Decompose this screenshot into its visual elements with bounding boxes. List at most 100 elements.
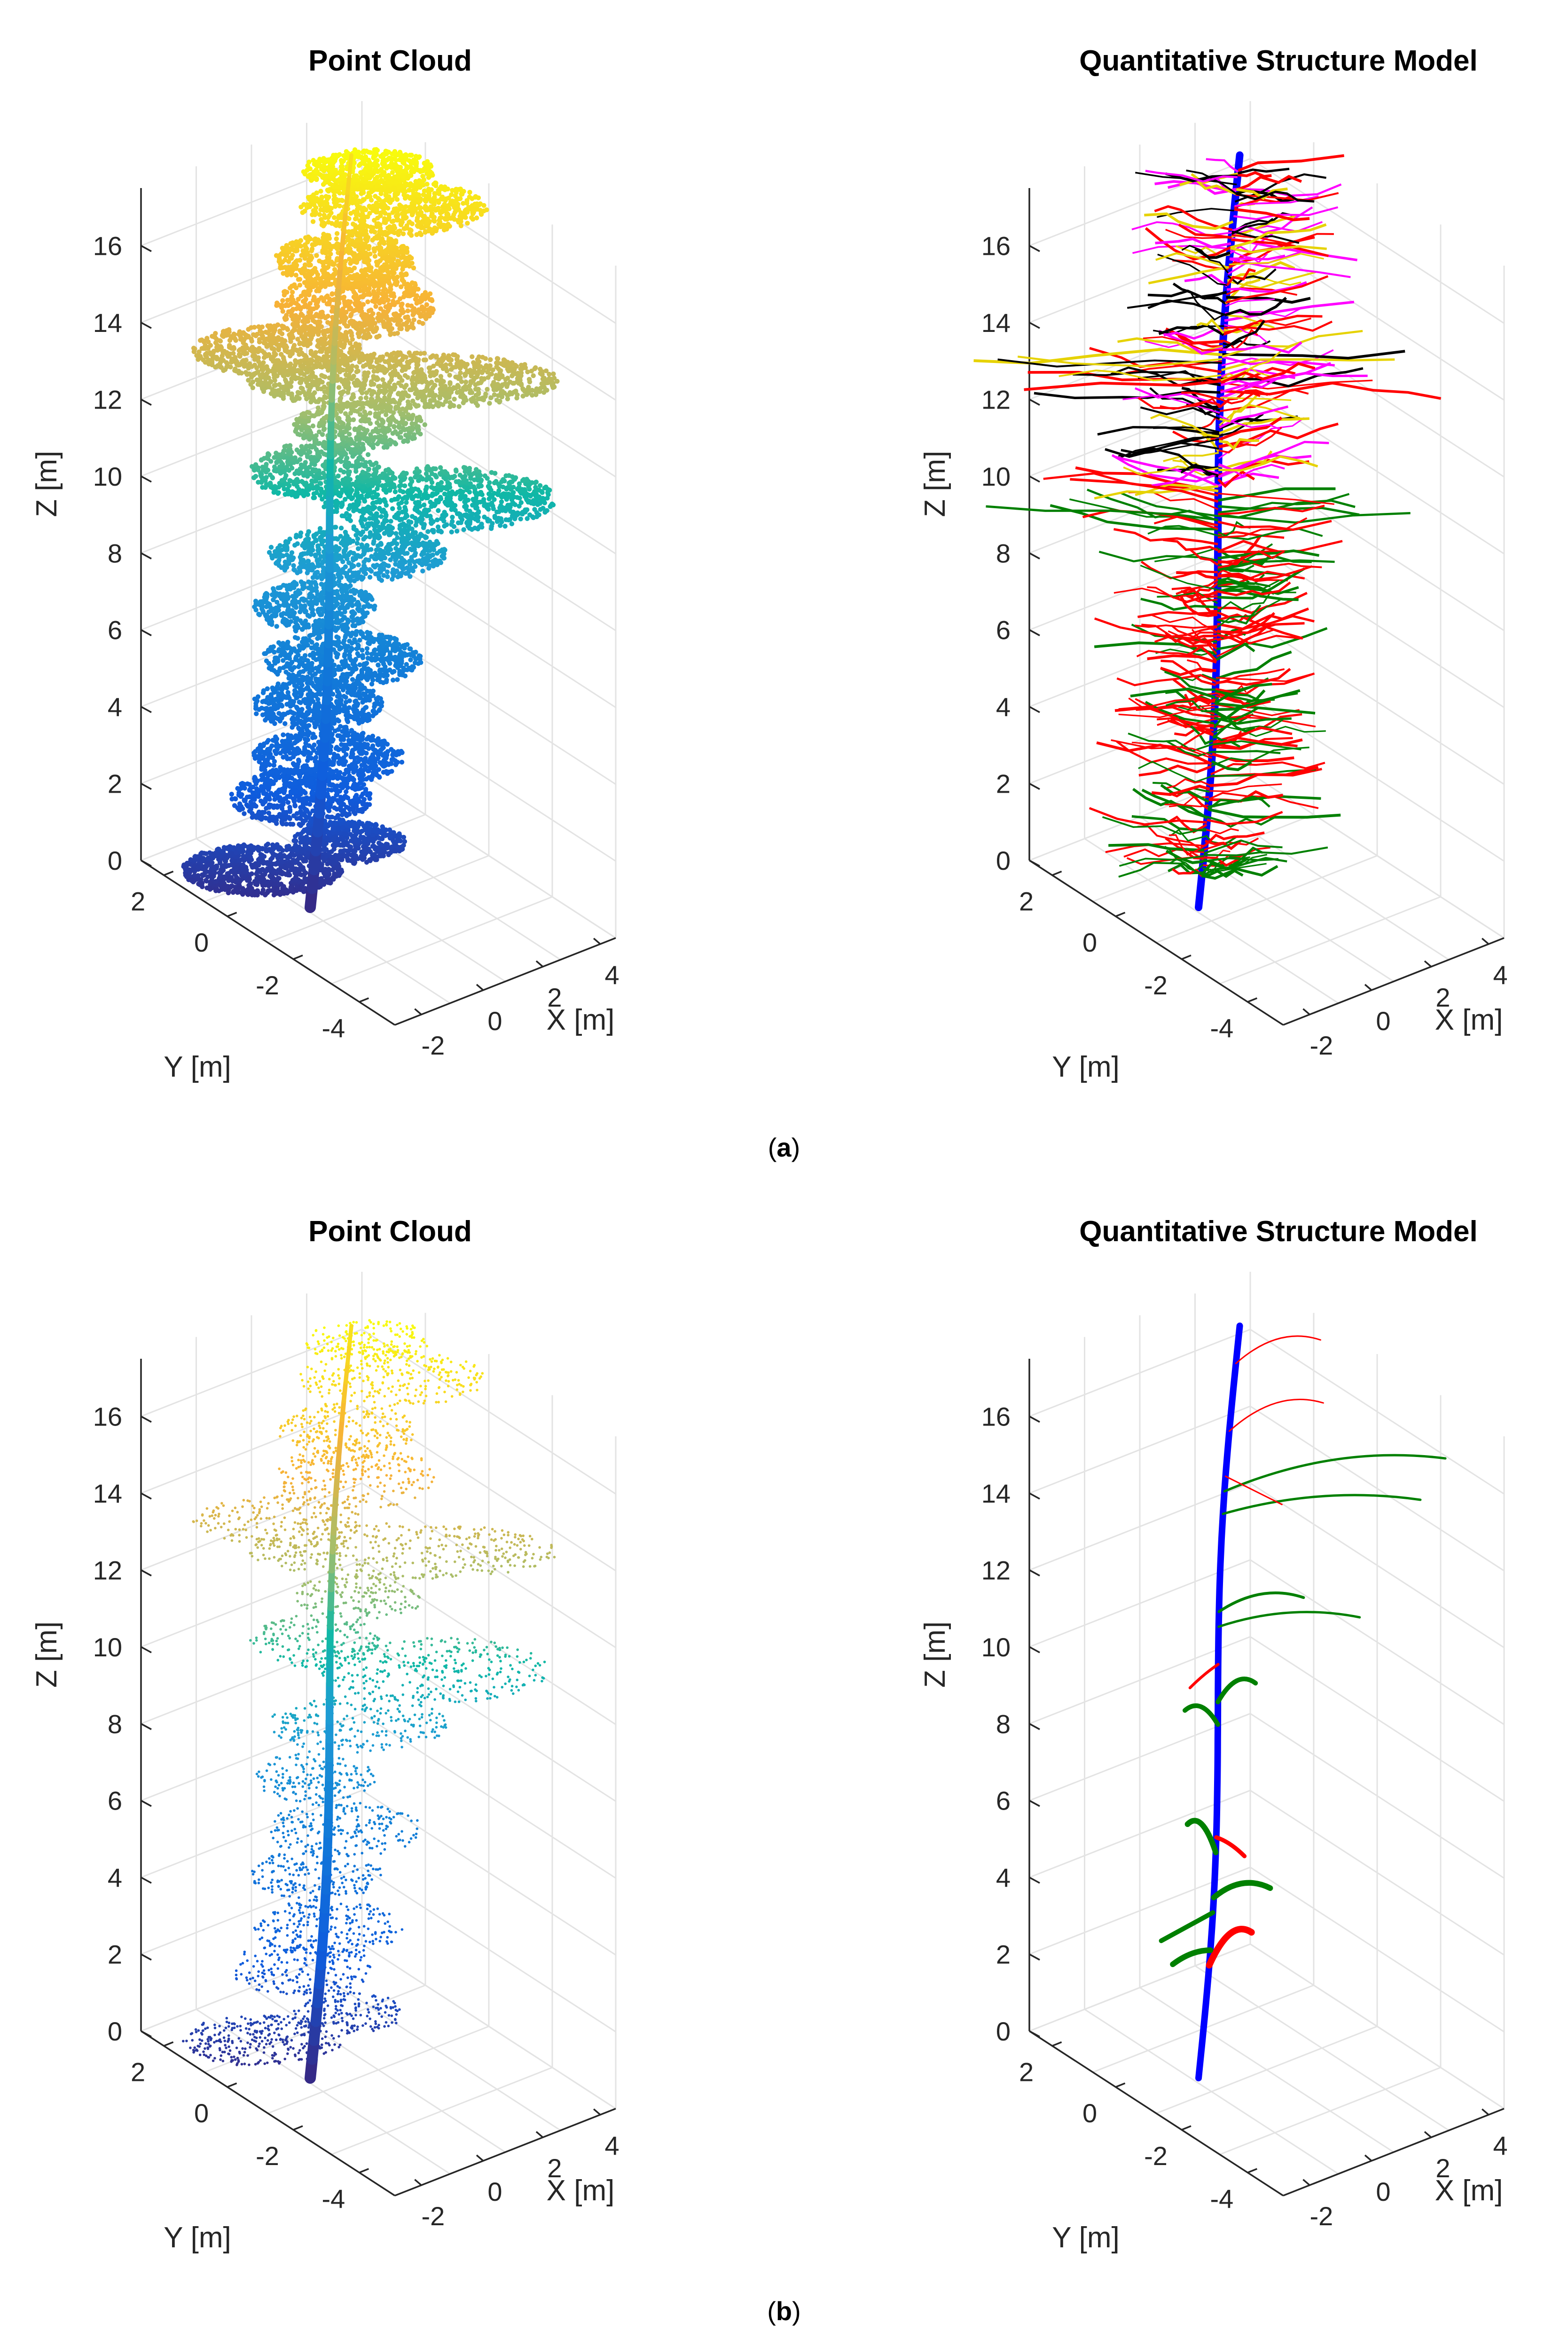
point: [343, 548, 348, 553]
point: [344, 631, 349, 637]
point: [373, 771, 379, 776]
point: [388, 557, 393, 562]
point: [387, 761, 392, 766]
point: [349, 751, 354, 756]
point: [250, 815, 255, 820]
point: [387, 655, 392, 660]
point: [308, 776, 314, 782]
point: [354, 793, 359, 798]
z-tick-mark: [141, 322, 152, 329]
point: [213, 879, 219, 884]
point: [326, 868, 331, 874]
point: [207, 862, 212, 868]
point: [303, 618, 308, 624]
point: [347, 666, 352, 671]
point: [394, 662, 400, 668]
point: [298, 677, 303, 683]
point: [333, 684, 339, 690]
point: [350, 677, 355, 682]
point: [363, 571, 368, 576]
point: [406, 533, 411, 539]
point: [315, 647, 321, 653]
point: [400, 562, 405, 567]
point: [357, 662, 362, 668]
point: [306, 661, 312, 666]
point: [408, 657, 413, 662]
point: [285, 603, 290, 608]
point: [229, 792, 234, 797]
point: [314, 657, 319, 662]
point: [361, 743, 366, 749]
point: [374, 547, 379, 552]
point: [377, 667, 383, 673]
point: [399, 748, 404, 754]
point: [361, 614, 366, 620]
point: [367, 575, 373, 580]
point: [351, 558, 356, 563]
point: [273, 613, 279, 618]
point: [342, 832, 347, 837]
point: [390, 506, 395, 512]
point: [352, 826, 357, 831]
point: [345, 858, 351, 863]
point: [234, 850, 239, 855]
point: [353, 836, 358, 841]
point: [360, 647, 365, 653]
point: [380, 657, 385, 662]
point: [360, 653, 365, 658]
point: [281, 810, 286, 815]
point: [218, 874, 223, 879]
point: [296, 719, 302, 724]
point: [358, 776, 363, 781]
point: [359, 683, 364, 688]
point: [420, 540, 426, 545]
point: [349, 714, 354, 720]
point: [302, 584, 307, 590]
point: [349, 776, 355, 781]
point: [369, 554, 374, 559]
point: [273, 734, 278, 740]
point: [423, 556, 429, 561]
point: [281, 871, 287, 876]
point: [338, 701, 344, 707]
point: [294, 737, 299, 742]
point: [379, 700, 384, 705]
point: [362, 604, 367, 609]
point: [298, 534, 303, 539]
point: [368, 857, 374, 862]
point: [357, 799, 362, 804]
point: [261, 860, 267, 866]
point: [362, 712, 368, 718]
z-tick-mark: [141, 859, 152, 867]
point: [409, 514, 415, 519]
z-tick-label: 10: [93, 462, 122, 491]
point: [299, 872, 304, 878]
y-tick-mark: [359, 997, 369, 1003]
point: [241, 862, 246, 867]
point: [355, 553, 361, 558]
point: [420, 568, 425, 574]
point: [287, 555, 292, 560]
point: [310, 610, 315, 615]
point: [379, 557, 384, 562]
point: [391, 752, 396, 757]
point: [364, 646, 370, 651]
point: [390, 646, 396, 652]
point: [284, 622, 290, 628]
point: [337, 770, 343, 775]
point: [334, 613, 339, 618]
point: [359, 849, 364, 855]
point: [293, 794, 299, 799]
point: [229, 858, 235, 863]
grid-line-floor: [361, 772, 616, 939]
x-tick-mark: [476, 984, 484, 991]
point: [344, 587, 349, 592]
point: [352, 578, 357, 583]
point: [366, 634, 371, 639]
point: [317, 688, 322, 693]
point: [362, 666, 368, 671]
z-tick-label: 16: [93, 231, 122, 261]
point: [319, 538, 324, 543]
point: [279, 703, 285, 709]
point: [300, 819, 306, 824]
